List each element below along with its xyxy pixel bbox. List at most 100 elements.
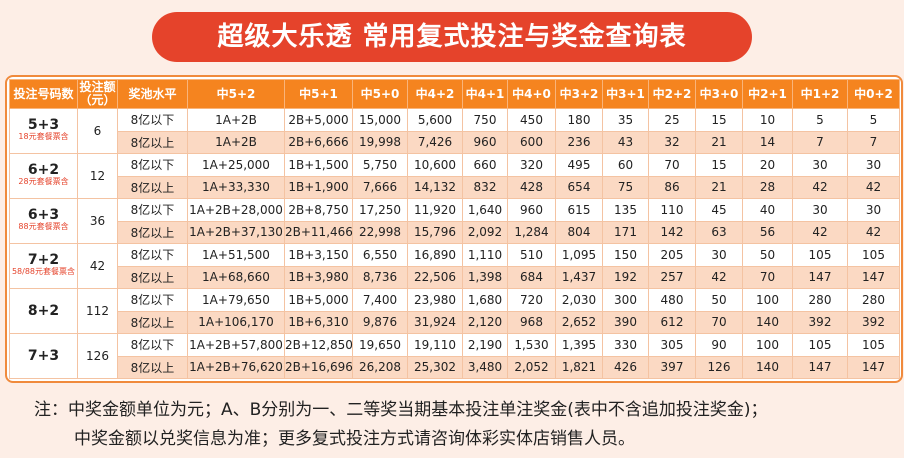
combo-cell: 7+2 58/88元套餐票含 bbox=[9, 243, 78, 289]
prize-cell: 42 bbox=[847, 175, 900, 199]
combo-cell: 5+3 18元套餐票含 bbox=[9, 108, 78, 154]
prize-cell: 110 bbox=[648, 198, 696, 222]
header-cell: 中3+0 bbox=[695, 79, 743, 109]
amount-cell: 42 bbox=[77, 243, 118, 289]
amount-cell: 6 bbox=[77, 108, 118, 154]
prize-cell: 60 bbox=[602, 153, 649, 177]
combo-cell: 6+2 28元套餐票含 bbox=[9, 153, 78, 199]
combo-cell: 6+3 88元套餐票含 bbox=[9, 198, 78, 244]
prize-cell: 7,666 bbox=[352, 175, 408, 199]
prize-cell: 1B+5,000 bbox=[284, 288, 353, 312]
table-row: 5+3 18元套餐票含 6 8亿以下 1A+2B 2B+5,000 15,000 5,600 7… bbox=[9, 108, 900, 154]
prize-cell: 15,000 bbox=[352, 108, 408, 132]
prize-cell: 7,400 bbox=[352, 288, 408, 312]
header-cell: 投注号码数 bbox=[9, 79, 78, 109]
prize-cell: 2,652 bbox=[555, 310, 603, 334]
prize-cell: 2B+16,696 bbox=[284, 355, 353, 379]
note-line: 中奖金额以兑奖信息为准；更多复式投注方式请咨询体彩实体店销售人员。 bbox=[74, 429, 635, 449]
prize-cell: 21 bbox=[695, 130, 743, 154]
table-frame: 投注号码数 投注额（元） 奖池水平 中5+2 中5+1 中5+0 中4+2 中4+1 中4+0 中… bbox=[5, 75, 903, 383]
prize-cell: 390 bbox=[602, 310, 649, 334]
prize-cell: 1,640 bbox=[462, 198, 508, 222]
pool-cell: 8亿以上 bbox=[117, 175, 188, 199]
prize-cell: 305 bbox=[648, 333, 696, 357]
pool-cell: 8亿以下 bbox=[117, 243, 188, 267]
prize-cell: 1,437 bbox=[555, 265, 603, 289]
header-cell: 中4+0 bbox=[507, 79, 556, 109]
prize-cell: 832 bbox=[462, 175, 508, 199]
header-cell: 中3+1 bbox=[602, 79, 649, 109]
prize-cell: 280 bbox=[847, 288, 900, 312]
prize-cell: 75 bbox=[602, 175, 649, 199]
amount-cell: 126 bbox=[77, 333, 118, 379]
pool-cell: 8亿以上 bbox=[117, 130, 188, 154]
combo-label: 7+2 bbox=[27, 252, 60, 268]
prize-cell: 236 bbox=[555, 130, 603, 154]
prize-cell: 5,600 bbox=[407, 108, 463, 132]
prize-cell: 10,600 bbox=[407, 153, 463, 177]
prize-cell: 22,998 bbox=[352, 220, 408, 244]
prize-cell: 1A+25,000 bbox=[187, 153, 285, 177]
prize-cell: 50 bbox=[695, 288, 743, 312]
prize-cell: 1A+2B bbox=[187, 108, 285, 132]
header-cell: 中5+0 bbox=[352, 79, 408, 109]
prize-cell: 147 bbox=[792, 265, 848, 289]
prize-cell: 480 bbox=[648, 288, 696, 312]
prize-cell: 1,395 bbox=[555, 333, 603, 357]
prize-cell: 1A+68,660 bbox=[187, 265, 285, 289]
header-cell: 中5+1 bbox=[284, 79, 353, 109]
prize-cell: 1,284 bbox=[507, 220, 556, 244]
prize-cell: 7 bbox=[792, 130, 848, 154]
prize-cell: 28 bbox=[742, 175, 793, 199]
prize-cell: 42 bbox=[847, 220, 900, 244]
prize-cell: 180 bbox=[555, 108, 603, 132]
prize-cell: 3,480 bbox=[462, 355, 508, 379]
prize-cell: 70 bbox=[695, 310, 743, 334]
prize-cell: 56 bbox=[742, 220, 793, 244]
prize-cell: 171 bbox=[602, 220, 649, 244]
amount-cell: 12 bbox=[77, 153, 118, 199]
prize-cell: 26,208 bbox=[352, 355, 408, 379]
prize-cell: 19,998 bbox=[352, 130, 408, 154]
prize-cell: 1A+33,330 bbox=[187, 175, 285, 199]
prize-cell: 1A+106,170 bbox=[187, 310, 285, 334]
prize-cell: 426 bbox=[602, 355, 649, 379]
prize-cell: 2,120 bbox=[462, 310, 508, 334]
table-row: 8亿以上 1A+2B 2B+6,666 19,998 7,426 960 600 236 43 3… bbox=[10, 130, 900, 154]
prize-cell: 32 bbox=[648, 130, 696, 154]
prize-cell: 1A+79,650 bbox=[187, 288, 285, 312]
prize-cell: 1B+3,150 bbox=[284, 243, 353, 267]
prize-cell: 1A+51,500 bbox=[187, 243, 285, 267]
prize-cell: 2B+12,850 bbox=[284, 333, 353, 357]
prize-cell: 615 bbox=[555, 198, 603, 222]
header-cell: 中3+2 bbox=[555, 79, 603, 109]
prize-cell: 257 bbox=[648, 265, 696, 289]
header-cell: 投注额（元） bbox=[77, 79, 118, 109]
pool-cell: 8亿以下 bbox=[117, 153, 188, 177]
prize-cell: 100 bbox=[742, 288, 793, 312]
prize-cell: 8,736 bbox=[352, 265, 408, 289]
prize-cell: 7 bbox=[847, 130, 900, 154]
prize-cell: 19,650 bbox=[352, 333, 408, 357]
prize-cell: 1B+6,310 bbox=[284, 310, 353, 334]
prize-cell: 450 bbox=[507, 108, 556, 132]
prize-cell: 2,052 bbox=[507, 355, 556, 379]
prize-cell: 392 bbox=[847, 310, 900, 334]
prize-cell: 1,110 bbox=[462, 243, 508, 267]
prize-cell: 2B+11,466 bbox=[284, 220, 353, 244]
prize-cell: 21 bbox=[695, 175, 743, 199]
prize-cell: 1,398 bbox=[462, 265, 508, 289]
prize-cell: 392 bbox=[792, 310, 848, 334]
prize-cell: 2B+8,750 bbox=[284, 198, 353, 222]
prize-cell: 15,796 bbox=[407, 220, 463, 244]
prize-cell: 804 bbox=[555, 220, 603, 244]
pool-cell: 8亿以下 bbox=[117, 108, 188, 132]
prize-cell: 70 bbox=[742, 265, 793, 289]
prize-cell: 140 bbox=[742, 310, 793, 334]
combo-label: 6+3 bbox=[27, 207, 60, 223]
header-cell: 中0+2 bbox=[847, 79, 900, 109]
prize-cell: 6,550 bbox=[352, 243, 408, 267]
prize-cell: 90 bbox=[695, 333, 743, 357]
prize-cell: 150 bbox=[602, 243, 649, 267]
